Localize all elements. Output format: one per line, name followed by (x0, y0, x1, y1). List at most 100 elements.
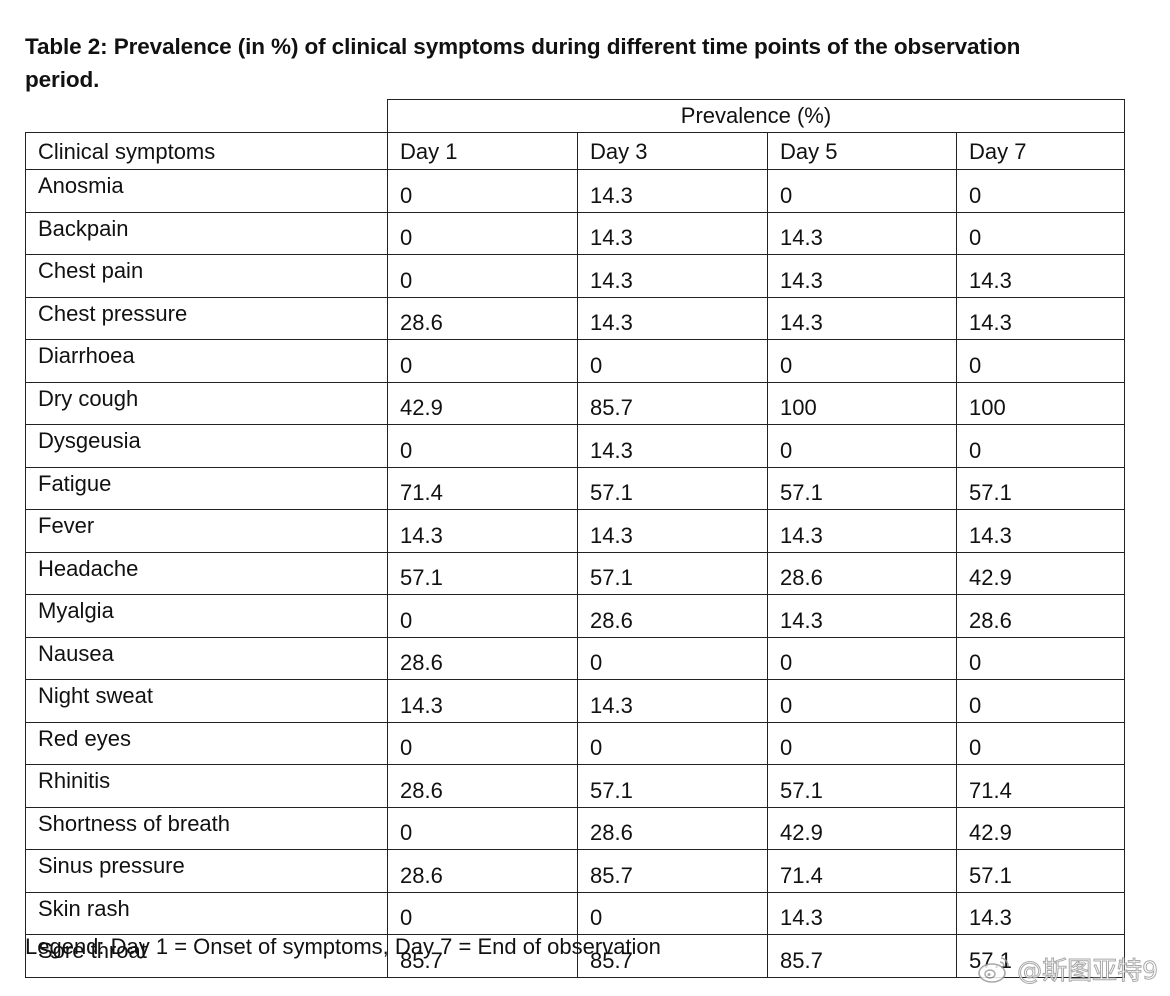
value-cell-day-7: 0 (956, 679, 1125, 723)
value-cell-day-3: 57.1 (577, 551, 768, 595)
value-cell-day-5: 100 (767, 381, 957, 425)
table-row: Shortness of breath 0 28.6 42.9 42.9 (25, 806, 1125, 850)
table-row: Chest pain 0 14.3 14.3 14.3 (25, 254, 1125, 298)
value-cell-day-7: 0 (956, 636, 1125, 680)
symptom-cell: Backpain (25, 211, 388, 255)
column-header-symptoms: Clinical symptoms (25, 132, 388, 170)
value-cell-day-1: 0 (387, 211, 578, 255)
symptom-cell: Fatigue (25, 466, 388, 510)
value-cell-day-3: 0 (577, 721, 768, 765)
watermark-text: @斯图亚特9 (1017, 956, 1159, 986)
value-cell-day-1: 14.3 (387, 679, 578, 723)
table-row: Red eyes 0 0 0 0 (25, 721, 1125, 765)
value-cell-day-5: 0 (767, 339, 957, 383)
value-cell-day-3: 14.3 (577, 679, 768, 723)
table-row: Headache 57.1 57.1 28.6 42.9 (25, 551, 1125, 595)
symptom-cell: Rhinitis (25, 764, 388, 808)
blank-corner-cell (25, 99, 388, 133)
symptom-cell: Chest pain (25, 254, 388, 298)
value-cell-day-7: 14.3 (956, 509, 1125, 553)
column-header-row: Clinical symptoms Day 1 Day 3 Day 5 Day … (25, 132, 1125, 170)
table-row: Dysgeusia 0 14.3 0 0 (25, 424, 1125, 468)
value-cell-day-5: 85.7 (767, 934, 957, 978)
value-cell-day-5: 57.1 (767, 466, 957, 510)
value-cell-day-5: 14.3 (767, 254, 957, 298)
value-cell-day-1: 14.3 (387, 509, 578, 553)
caption-line-1: Table 2: Prevalence (in %) of clinical s… (25, 34, 1021, 59)
value-cell-day-7: 57.1 (956, 466, 1125, 510)
value-cell-day-1: 0 (387, 169, 578, 213)
symptom-cell: Sore throat (25, 934, 388, 978)
symptom-cell: Shortness of breath (25, 806, 388, 850)
value-cell-day-5: 0 (767, 169, 957, 213)
value-cell-day-5: 71.4 (767, 849, 957, 893)
table-row: Backpain 0 14.3 14.3 0 (25, 211, 1125, 255)
value-cell-day-1: 0 (387, 254, 578, 298)
value-cell-day-7: 14.3 (956, 254, 1125, 298)
value-cell-day-5: 28.6 (767, 551, 957, 595)
table-row: Sinus pressure 28.6 85.7 71.4 57.1 (25, 849, 1125, 893)
value-cell-day-3: 14.3 (577, 424, 768, 468)
value-cell-day-7: 42.9 (956, 806, 1125, 850)
table-row: Diarrhoea 0 0 0 0 (25, 339, 1125, 383)
value-cell-day-3: 28.6 (577, 806, 768, 850)
column-header-day-3: Day 3 (577, 132, 768, 170)
value-cell-day-5: 0 (767, 679, 957, 723)
column-header-day-7: Day 7 (956, 132, 1125, 170)
value-cell-day-3: 14.3 (577, 509, 768, 553)
value-cell-day-7: 0 (956, 721, 1125, 765)
value-cell-day-1: 42.9 (387, 381, 578, 425)
value-cell-day-3: 14.3 (577, 254, 768, 298)
value-cell-day-3: 0 (577, 891, 768, 935)
value-cell-day-7: 14.3 (956, 891, 1125, 935)
value-cell-day-5: 14.3 (767, 509, 957, 553)
value-cell-day-7: 0 (956, 169, 1125, 213)
column-header-day-5: Day 5 (767, 132, 957, 170)
group-header-row: Prevalence (%) (25, 99, 1125, 133)
value-cell-day-7: 100 (956, 381, 1125, 425)
value-cell-day-7: 14.3 (956, 296, 1125, 340)
value-cell-day-3: 14.3 (577, 169, 768, 213)
symptom-cell: Anosmia (25, 169, 388, 213)
value-cell-day-1: 28.6 (387, 849, 578, 893)
value-cell-day-7: 42.9 (956, 551, 1125, 595)
table-row: Myalgia 0 28.6 14.3 28.6 (25, 594, 1125, 638)
value-cell-day-3: 85.7 (577, 934, 768, 978)
value-cell-day-1: 0 (387, 806, 578, 850)
symptom-cell: Diarrhoea (25, 339, 388, 383)
value-cell-day-1: 85.7 (387, 934, 578, 978)
value-cell-day-5: 14.3 (767, 296, 957, 340)
value-cell-day-7: 0 (956, 339, 1125, 383)
value-cell-day-5: 57.1 (767, 764, 957, 808)
value-cell-day-3: 57.1 (577, 764, 768, 808)
value-cell-day-1: 0 (387, 594, 578, 638)
symptom-cell: Dry cough (25, 381, 388, 425)
value-cell-day-3: 85.7 (577, 381, 768, 425)
table-row: Dry cough 42.9 85.7 100 100 (25, 381, 1125, 425)
table-row: Anosmia 0 14.3 0 0 (25, 169, 1125, 213)
value-cell-day-5: 42.9 (767, 806, 957, 850)
value-cell-day-3: 14.3 (577, 211, 768, 255)
table-row: Chest pressure 28.6 14.3 14.3 14.3 (25, 296, 1125, 340)
symptom-cell: Red eyes (25, 721, 388, 765)
symptom-cell: Chest pressure (25, 296, 388, 340)
value-cell-day-1: 57.1 (387, 551, 578, 595)
caption-line-2: period. (25, 67, 100, 92)
value-cell-day-3: 14.3 (577, 296, 768, 340)
column-header-day-1: Day 1 (387, 132, 578, 170)
symptom-cell: Skin rash (25, 891, 388, 935)
value-cell-day-7: 28.6 (956, 594, 1125, 638)
value-cell-day-1: 28.6 (387, 636, 578, 680)
value-cell-day-1: 0 (387, 424, 578, 468)
value-cell-day-3: 57.1 (577, 466, 768, 510)
table-row: Fatigue 71.4 57.1 57.1 57.1 (25, 466, 1125, 510)
value-cell-day-1: 0 (387, 721, 578, 765)
table-row: Night sweat 14.3 14.3 0 0 (25, 679, 1125, 723)
watermark: @斯图亚特9 (977, 951, 1158, 987)
table-caption: Table 2: Prevalence (in %) of clinical s… (25, 30, 1125, 96)
symptom-cell: Nausea (25, 636, 388, 680)
symptom-cell: Sinus pressure (25, 849, 388, 893)
value-cell-day-7: 57.1 (956, 849, 1125, 893)
value-cell-day-1: 28.6 (387, 296, 578, 340)
table-legend: Legend: Day 1 = Onset of symptoms, Day 7… (25, 934, 661, 959)
